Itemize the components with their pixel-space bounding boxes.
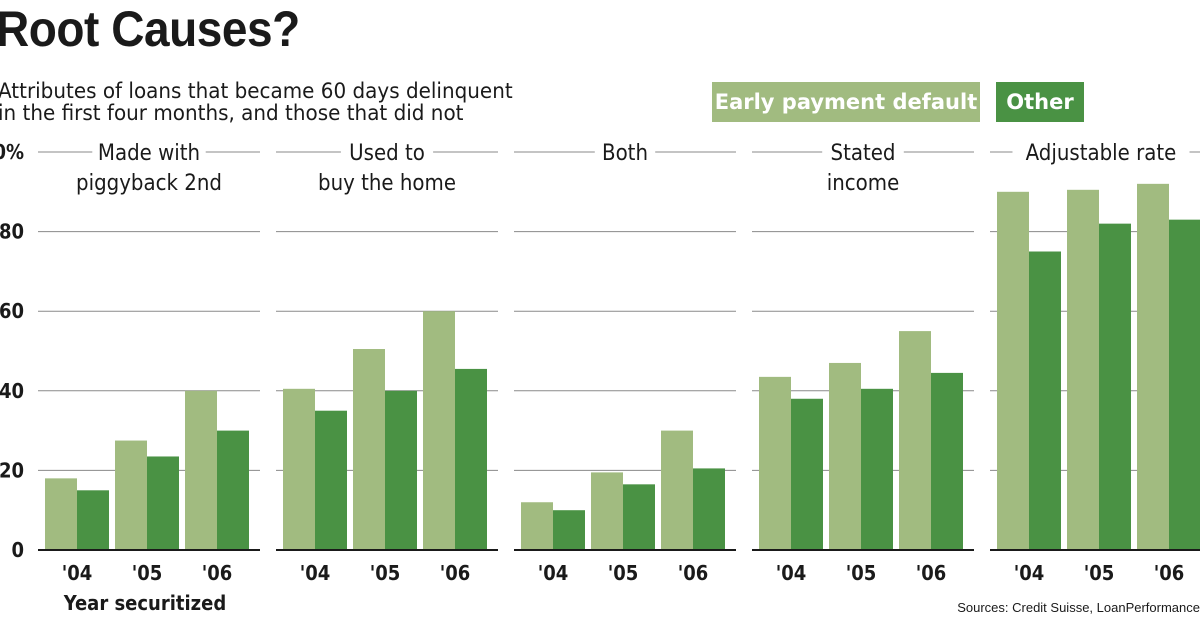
panel-title: Both	[602, 141, 648, 166]
bar-early-payment-default	[521, 502, 553, 550]
panel-title: piggyback 2nd	[76, 171, 222, 196]
y-tick-label: 20	[0, 458, 24, 482]
bar-early-payment-default	[45, 478, 77, 550]
bar-other	[455, 368, 487, 550]
panel-title: Made with	[98, 141, 200, 166]
bar-other	[1169, 219, 1200, 550]
panel-title: income	[827, 171, 900, 196]
bar-early-payment-default	[899, 331, 931, 550]
bar-other	[791, 398, 823, 550]
bar-other	[623, 484, 655, 550]
x-tick-label: '06	[916, 561, 947, 585]
y-tick-label: 60	[0, 299, 24, 323]
x-axis-label: Year securitized	[63, 591, 226, 615]
bar-early-payment-default	[759, 376, 791, 550]
chart-subtitle: Attributes of loans that became 60 days …	[0, 79, 513, 125]
x-tick-label: '05	[1084, 561, 1115, 585]
bar-other	[553, 510, 585, 550]
x-tick-label: '05	[132, 561, 163, 585]
bar-other	[217, 430, 249, 550]
x-tick-label: '06	[1154, 561, 1185, 585]
bar-other	[1099, 223, 1131, 550]
bar-other	[931, 372, 963, 550]
bar-other	[77, 490, 109, 550]
bar-early-payment-default	[423, 311, 455, 550]
y-tick-label: 100%	[0, 140, 24, 164]
bar-early-payment-default	[997, 191, 1029, 551]
x-tick-label: '04	[62, 561, 93, 585]
bar-early-payment-default	[591, 472, 623, 550]
bar-other	[861, 388, 893, 550]
x-tick-label: '05	[370, 561, 401, 585]
legend-early-payment-default: Early payment default	[712, 82, 980, 122]
bar-other	[147, 456, 179, 550]
chart-title: Root Causes?	[0, 1, 300, 57]
panel-title: Adjustable rate	[1026, 141, 1177, 166]
x-tick-label: '05	[608, 561, 639, 585]
x-tick-label: '05	[846, 561, 877, 585]
source-note: Sources: Credit Suisse, LoanPerformance	[957, 600, 1200, 615]
bar-early-payment-default	[829, 362, 861, 550]
x-tick-label: '06	[678, 561, 709, 585]
bar-early-payment-default	[1137, 183, 1169, 550]
x-tick-label: '04	[300, 561, 331, 585]
bar-other	[315, 410, 347, 550]
bar-early-payment-default	[661, 430, 693, 550]
x-tick-label: '06	[202, 561, 233, 585]
bar-other	[1029, 251, 1061, 550]
x-tick-label: '04	[538, 561, 569, 585]
y-tick-label: 0	[11, 538, 24, 562]
y-tick-label: 40	[0, 379, 24, 403]
y-tick-label: 80	[0, 220, 24, 244]
panel-title: Stated	[831, 141, 896, 166]
bar-early-payment-default	[115, 440, 147, 550]
legend-other: Other	[996, 82, 1084, 122]
bar-early-payment-default	[353, 349, 385, 550]
x-tick-label: '06	[440, 561, 471, 585]
bar-early-payment-default	[283, 388, 315, 550]
panel-title: Used to	[349, 141, 425, 166]
x-tick-label: '04	[776, 561, 807, 585]
bar-other	[385, 390, 417, 550]
bar-other	[693, 468, 725, 550]
bar-early-payment-default	[1067, 189, 1099, 550]
bar-early-payment-default	[185, 390, 217, 550]
panel-title: buy the home	[318, 171, 456, 196]
x-tick-label: '04	[1014, 561, 1045, 585]
